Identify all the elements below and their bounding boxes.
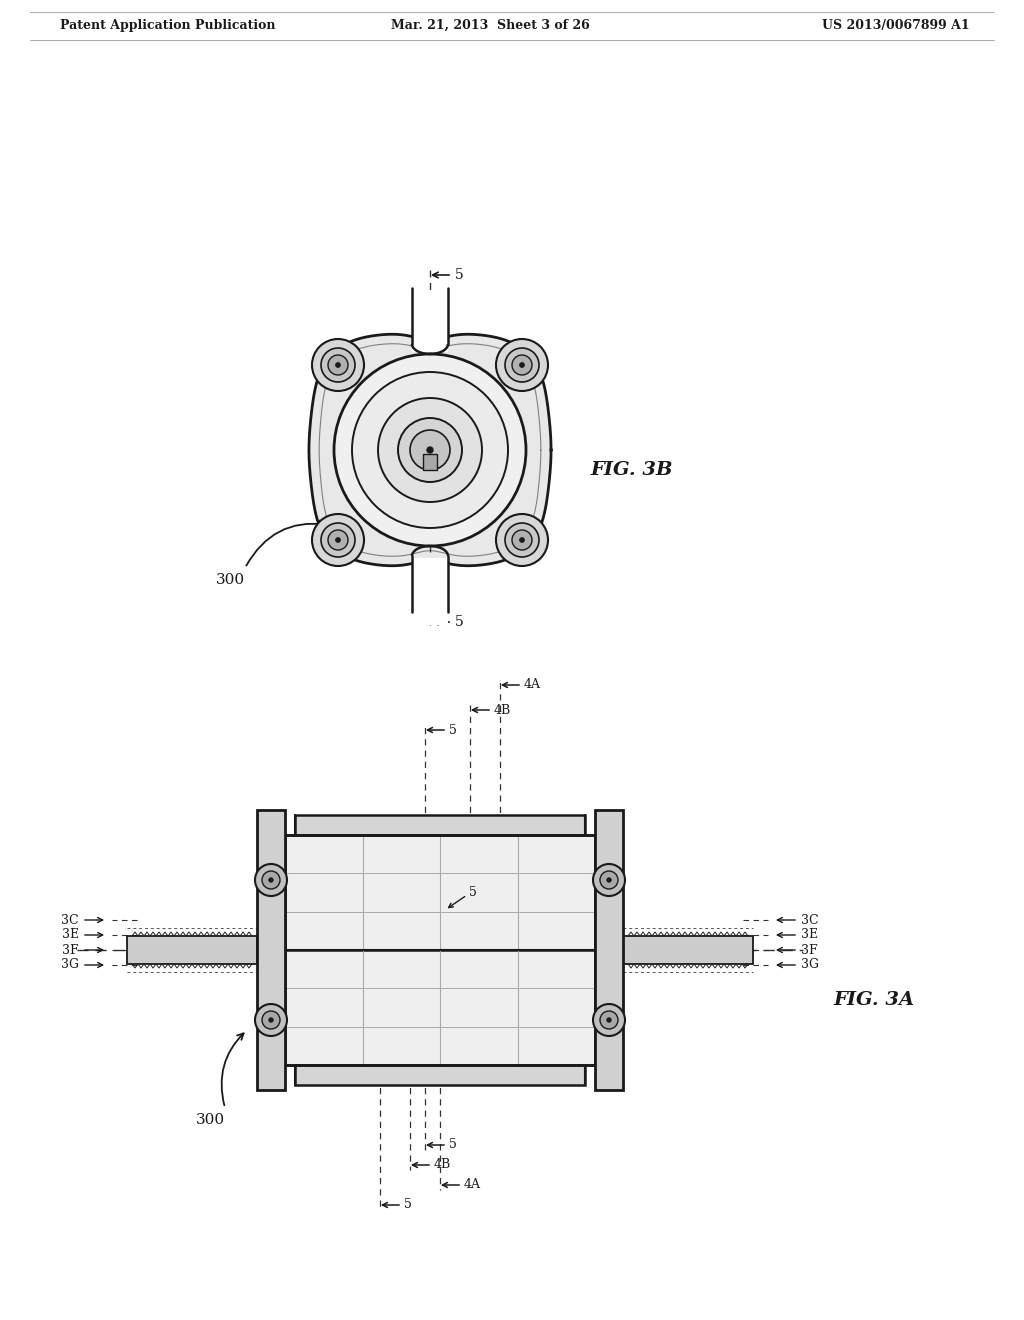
Circle shape xyxy=(334,354,526,546)
Circle shape xyxy=(410,430,450,470)
Bar xyxy=(595,810,623,1090)
Circle shape xyxy=(512,355,532,375)
Circle shape xyxy=(269,878,273,882)
Text: 3F: 3F xyxy=(801,944,817,957)
Circle shape xyxy=(269,1018,273,1022)
Text: 300: 300 xyxy=(196,1113,224,1127)
Circle shape xyxy=(312,339,364,391)
Circle shape xyxy=(262,871,280,888)
Text: 5: 5 xyxy=(449,1138,457,1151)
Bar xyxy=(412,290,449,352)
Text: 5: 5 xyxy=(469,886,477,899)
Bar xyxy=(412,558,449,624)
Text: Patent Application Publication: Patent Application Publication xyxy=(60,18,275,32)
Circle shape xyxy=(255,1005,287,1036)
Circle shape xyxy=(600,871,618,888)
Bar xyxy=(295,1065,585,1085)
Bar xyxy=(623,936,753,964)
Text: 5: 5 xyxy=(455,615,464,630)
Circle shape xyxy=(496,513,548,566)
Circle shape xyxy=(321,348,355,381)
Text: 3E: 3E xyxy=(61,928,79,941)
Circle shape xyxy=(312,513,364,566)
Circle shape xyxy=(519,537,524,543)
Bar xyxy=(257,810,285,1090)
Circle shape xyxy=(262,1011,280,1030)
Text: Mar. 21, 2013  Sheet 3 of 26: Mar. 21, 2013 Sheet 3 of 26 xyxy=(390,18,590,32)
Circle shape xyxy=(336,537,341,543)
Circle shape xyxy=(398,418,462,482)
Text: 3E: 3E xyxy=(801,928,818,941)
Circle shape xyxy=(328,531,348,550)
Text: 3C: 3C xyxy=(801,913,818,927)
Text: 3G: 3G xyxy=(801,958,819,972)
Polygon shape xyxy=(309,334,551,566)
Circle shape xyxy=(519,363,524,367)
Text: 4A: 4A xyxy=(524,678,541,692)
Circle shape xyxy=(352,372,508,528)
Circle shape xyxy=(505,523,539,557)
Circle shape xyxy=(328,355,348,375)
Bar xyxy=(295,814,585,836)
Text: FIG. 3A: FIG. 3A xyxy=(833,991,914,1008)
Circle shape xyxy=(427,447,433,453)
Circle shape xyxy=(496,339,548,391)
Text: 4A: 4A xyxy=(464,1179,481,1192)
Bar xyxy=(285,836,595,950)
Circle shape xyxy=(336,363,341,367)
Text: 4B: 4B xyxy=(434,1159,452,1172)
Text: 3G: 3G xyxy=(61,958,79,972)
Text: 5: 5 xyxy=(449,723,457,737)
Text: 3C: 3C xyxy=(61,913,79,927)
Circle shape xyxy=(593,865,625,896)
Text: US 2013/0067899 A1: US 2013/0067899 A1 xyxy=(822,18,970,32)
Bar xyxy=(285,950,595,1065)
Text: 4B: 4B xyxy=(494,704,511,717)
Text: 5: 5 xyxy=(455,268,464,282)
Text: 300: 300 xyxy=(215,573,245,587)
Text: 5: 5 xyxy=(404,1199,412,1212)
Circle shape xyxy=(593,1005,625,1036)
Circle shape xyxy=(607,1018,611,1022)
Text: 3F: 3F xyxy=(62,944,79,957)
Circle shape xyxy=(607,878,611,882)
Circle shape xyxy=(512,531,532,550)
Text: FIG. 3B: FIG. 3B xyxy=(590,461,673,479)
Circle shape xyxy=(255,865,287,896)
Bar xyxy=(423,454,437,470)
Circle shape xyxy=(321,523,355,557)
Circle shape xyxy=(378,399,482,502)
Bar xyxy=(127,936,257,964)
Circle shape xyxy=(600,1011,618,1030)
Circle shape xyxy=(505,348,539,381)
